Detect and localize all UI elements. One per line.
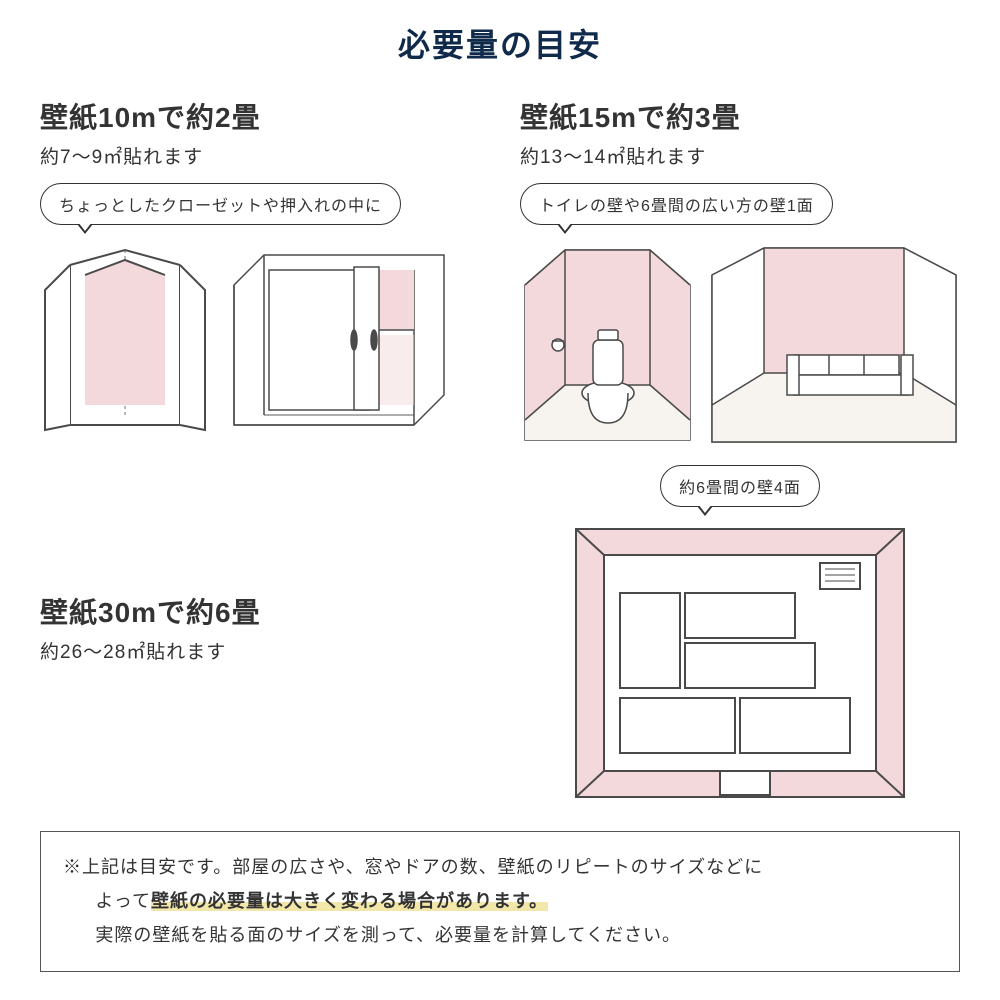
section-10m-sub: 約7〜9㎡貼れます bbox=[40, 142, 480, 169]
section-10m-illustrations bbox=[40, 245, 480, 435]
closet-sliding-icon bbox=[224, 245, 454, 435]
section-30m-bubble: 約6畳間の壁4面 bbox=[660, 465, 820, 507]
notice-text-3: 実際の壁紙を貼る面のサイズを測って、必要量を計算してください。 bbox=[95, 925, 681, 945]
section-30m-figure: 約6畳間の壁4面 bbox=[520, 465, 960, 803]
section-30m: 壁紙30mで約6畳 約26〜28㎡貼れます bbox=[40, 465, 480, 803]
content-grid: 壁紙10mで約2畳 約7〜9㎡貼れます ちょっとしたクローゼットや押入れの中に bbox=[40, 96, 960, 803]
section-15m-sub: 約13〜14㎡貼れます bbox=[520, 142, 960, 169]
notice-box: ※上記は目安です。部屋の広さや、窓やドアの数、壁紙のリピートのサイズなどに よっ… bbox=[40, 831, 960, 972]
notice-text-1: ※上記は目安です。部屋の広さや、窓やドアの数、壁紙のリピートのサイズなどに bbox=[63, 857, 763, 877]
toilet-room-icon bbox=[520, 245, 695, 445]
section-10m-bubble: ちょっとしたクローゼットや押入れの中に bbox=[40, 183, 401, 225]
room-one-wall-icon bbox=[709, 245, 959, 445]
notice-line-3: 実際の壁紙を貼る面のサイズを測って、必要量を計算してください。 bbox=[63, 918, 937, 952]
notice-line-2: よって壁紙の必要量は大きく変わる場合があります。 bbox=[63, 884, 937, 918]
section-10m: 壁紙10mで約2畳 約7〜9㎡貼れます ちょっとしたクローゼットや押入れの中に bbox=[40, 96, 480, 445]
section-30m-sub: 約26〜28㎡貼れます bbox=[40, 637, 480, 664]
notice-highlight: 壁紙の必要量は大きく変わる場合があります。 bbox=[151, 891, 548, 911]
notice-line-1: ※上記は目安です。部屋の広さや、窓やドアの数、壁紙のリピートのサイズなどに bbox=[63, 850, 937, 884]
section-30m-title: 壁紙30mで約6畳 bbox=[40, 591, 480, 631]
section-15m-illustrations bbox=[520, 245, 960, 445]
notice-text-2a: よって bbox=[95, 891, 151, 911]
section-15m-bubble: トイレの壁や6畳間の広い方の壁1面 bbox=[520, 183, 833, 225]
page-title: 必要量の目安 bbox=[40, 20, 960, 66]
section-10m-title: 壁紙10mで約2畳 bbox=[40, 96, 480, 136]
closet-open-icon bbox=[40, 245, 210, 435]
section-15m-title: 壁紙15mで約3畳 bbox=[520, 96, 960, 136]
section-15m: 壁紙15mで約3畳 約13〜14㎡貼れます トイレの壁や6畳間の広い方の壁1面 bbox=[520, 96, 960, 445]
floor-plan-icon bbox=[570, 523, 910, 803]
